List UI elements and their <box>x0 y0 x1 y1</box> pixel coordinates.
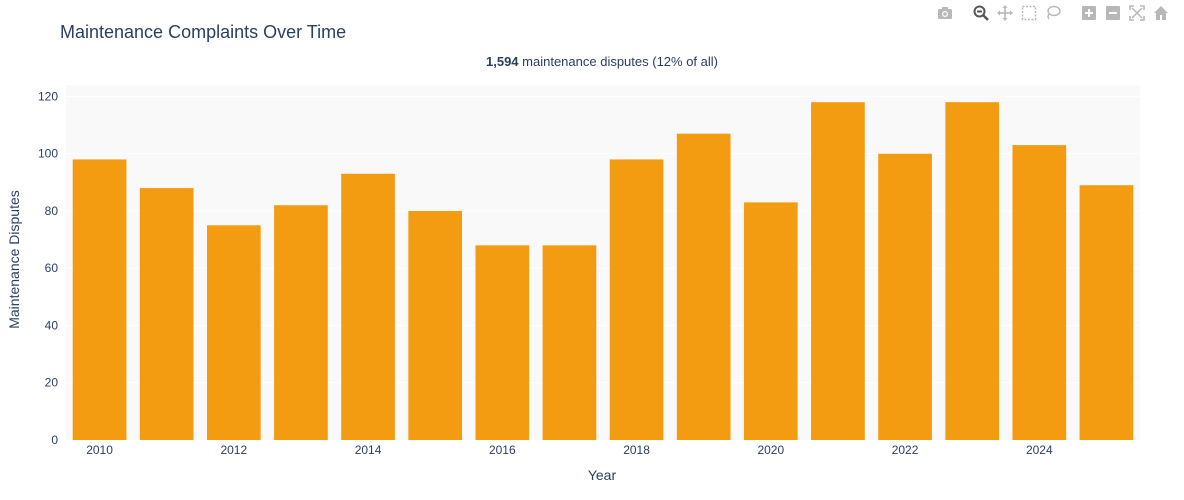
bar-2012[interactable] <box>206 225 261 440</box>
bar-2016[interactable] <box>475 245 530 440</box>
x-tick-label: 2010 <box>86 443 113 457</box>
bar-2013[interactable] <box>274 205 328 440</box>
bar-2014[interactable] <box>341 173 395 440</box>
x-tick-label: 2022 <box>892 443 919 457</box>
zoom-icon[interactable] <box>970 4 992 22</box>
x-tick-label: 2018 <box>623 443 650 457</box>
bar-2024[interactable] <box>1012 145 1067 440</box>
lasso-icon[interactable] <box>1042 4 1064 22</box>
autoscale-icon[interactable] <box>1126 4 1148 22</box>
box-select-icon[interactable] <box>1018 4 1040 22</box>
bar-2022[interactable] <box>878 153 932 441</box>
bar-2025[interactable] <box>1079 185 1134 440</box>
y-axis-title: Maintenance Disputes <box>6 190 22 329</box>
camera-icon[interactable] <box>934 4 956 22</box>
bar-2017[interactable] <box>542 245 597 440</box>
x-tick-label: 2016 <box>489 443 516 457</box>
x-tick-label: 2024 <box>1026 443 1053 457</box>
zoom-in-icon[interactable] <box>1078 4 1100 22</box>
bars <box>72 102 1134 441</box>
subtitle-text: maintenance disputes (12% of all) <box>518 54 718 69</box>
y-tick-label: 0 <box>51 433 58 447</box>
x-tick-label: 2014 <box>355 443 382 457</box>
chart-title: Maintenance Complaints Over Time <box>60 22 347 42</box>
x-tick-label: 2012 <box>220 443 247 457</box>
y-tick-label: 120 <box>38 89 58 103</box>
bar-2010[interactable] <box>72 159 127 440</box>
y-tick-label: 80 <box>45 204 59 218</box>
x-axis-title: Year <box>588 467 617 483</box>
reset-axes-icon[interactable] <box>1150 4 1172 22</box>
bar-2011[interactable] <box>139 188 194 440</box>
bar-2015[interactable] <box>408 210 463 440</box>
zoom-out-icon[interactable] <box>1102 4 1124 22</box>
y-tick-label: 100 <box>38 147 58 161</box>
y-axis-ticks: 0 20 40 60 80 100 120 <box>38 89 58 447</box>
y-tick-label: 40 <box>45 318 59 332</box>
bar-2019[interactable] <box>676 133 731 440</box>
y-tick-label: 60 <box>45 261 59 275</box>
bar-2018[interactable] <box>609 159 664 440</box>
pan-icon[interactable] <box>994 4 1016 22</box>
chart-subtitle: 1,594 maintenance disputes (12% of all) <box>0 54 1184 69</box>
modebar <box>924 4 1172 22</box>
bar-2021[interactable] <box>811 102 865 440</box>
bar-2023[interactable] <box>945 102 1000 440</box>
x-tick-label: 2020 <box>757 443 784 457</box>
subtitle-count: 1,594 <box>486 54 519 69</box>
x-axis-ticks: 2010 2012 2014 2016 2018 2020 2022 2024 <box>86 443 1053 457</box>
bar-2020[interactable] <box>743 202 798 440</box>
y-tick-label: 20 <box>45 376 59 390</box>
